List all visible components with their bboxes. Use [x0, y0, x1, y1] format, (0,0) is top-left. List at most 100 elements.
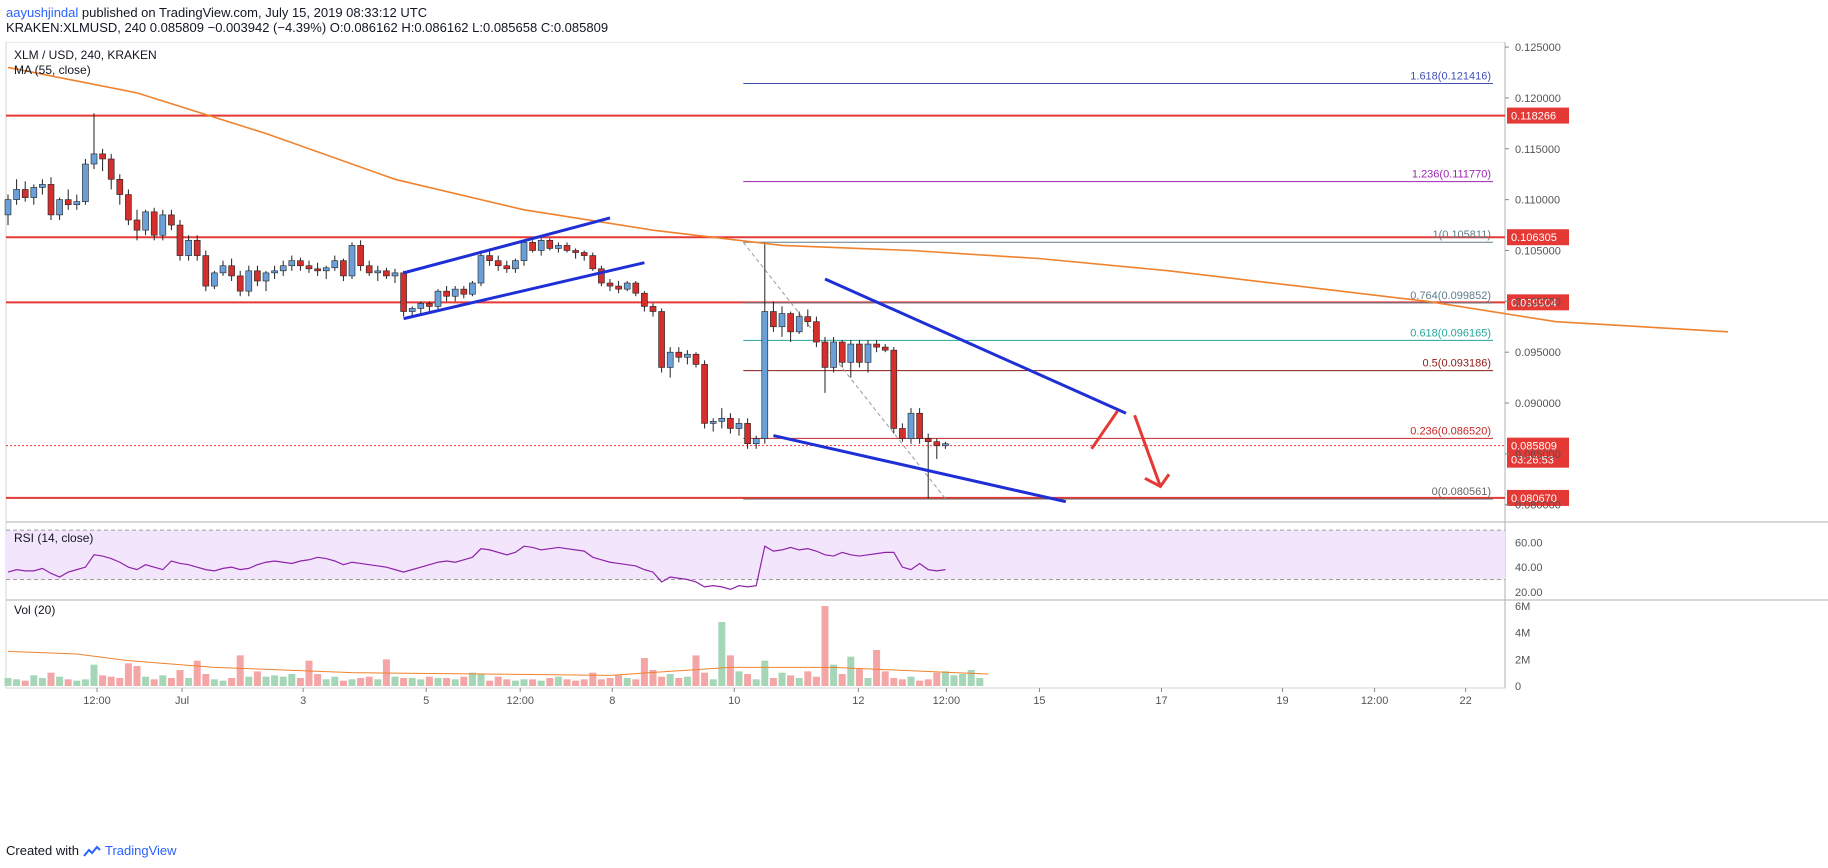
- volume-bar: [236, 655, 244, 686]
- candle-body: [684, 353, 691, 358]
- volume-bar: [855, 668, 863, 686]
- candle-body: [899, 428, 906, 439]
- candle-body: [735, 423, 743, 429]
- moving-average: [7, 66, 1729, 333]
- rsi-band: [6, 530, 1505, 580]
- time-tick-label: Jul: [175, 695, 189, 707]
- volume-bar: [933, 672, 941, 686]
- candle-body: [744, 423, 751, 445]
- volume-bar: [124, 663, 132, 686]
- candle-body: [417, 303, 425, 309]
- header-line: aayushjindal published on TradingView.co…: [6, 5, 608, 35]
- volume-bar: [873, 650, 881, 686]
- published-text: published on TradingView.com, July 15, 2…: [78, 5, 428, 20]
- tradingview-link[interactable]: TradingView: [104, 843, 177, 858]
- candles: [4, 113, 949, 499]
- volume-bar: [348, 679, 356, 686]
- ma-line: [7, 66, 1729, 333]
- candle-body: [176, 224, 184, 256]
- volume-bar: [228, 678, 236, 686]
- volume-bar: [331, 676, 339, 686]
- candle-body: [47, 184, 55, 216]
- volume-bar: [116, 678, 124, 686]
- volume-bar: [296, 678, 304, 686]
- candle-body: [856, 343, 863, 363]
- candle-body: [365, 265, 373, 274]
- time-tick-label: 22: [1459, 695, 1471, 707]
- candle-body: [340, 260, 347, 277]
- volume-bar: [314, 674, 322, 686]
- candle-body: [383, 270, 390, 277]
- volume-bar: [795, 678, 803, 686]
- volume-bar: [262, 676, 270, 686]
- footer: Created with TradingView: [6, 843, 177, 858]
- volume-bar: [503, 679, 511, 686]
- candle-body: [873, 343, 880, 348]
- candle-body: [297, 260, 304, 267]
- rsi-pane: 60.00 40.00 20.00: [6, 529, 1543, 599]
- candle-body: [400, 272, 407, 312]
- candle-body: [73, 201, 81, 206]
- candle-body: [838, 341, 846, 363]
- volume-bar: [761, 660, 769, 686]
- volume-bar: [90, 664, 98, 686]
- volume-tick-label: 2M: [1515, 654, 1530, 666]
- volume-bar: [468, 672, 476, 686]
- candle-body: [761, 311, 769, 439]
- volume-bar: [425, 676, 433, 686]
- level-tag: [1507, 107, 1569, 124]
- candle-body: [322, 267, 330, 272]
- rsi-legend: RSI (14, close): [14, 531, 93, 545]
- falling-channel-lower: [773, 434, 1067, 504]
- candle-body: [142, 211, 149, 231]
- volume-tick-label: 0: [1515, 681, 1521, 693]
- candle-body: [90, 153, 98, 165]
- volume-bar: [339, 680, 347, 686]
- candle-body: [821, 341, 829, 368]
- volume-bar: [150, 679, 158, 686]
- candle-body: [82, 163, 89, 202]
- volume-bar: [580, 679, 588, 686]
- time-tick-label: 12:00: [506, 695, 534, 707]
- volume-bar: [615, 675, 623, 686]
- volume-bar: [417, 679, 425, 686]
- candle-body: [13, 189, 20, 200]
- candle-body: [219, 265, 227, 274]
- volume-bar: [4, 678, 12, 686]
- candle-body: [477, 255, 485, 284]
- price-tick-label: 0.080000: [1515, 500, 1561, 512]
- volume-bar: [30, 675, 38, 686]
- volume-bar: [279, 676, 287, 686]
- candle-body: [658, 311, 665, 368]
- volume-bar: [210, 679, 218, 686]
- vol-legend: Vol (20): [14, 603, 55, 617]
- trendlines: [403, 216, 1171, 504]
- candle-body: [890, 349, 898, 429]
- volume-bar: [907, 676, 915, 686]
- volume-bar: [623, 678, 631, 686]
- volume-bar: [511, 680, 519, 686]
- author-link[interactable]: aayushjindal: [6, 5, 79, 20]
- candle-body: [563, 245, 571, 251]
- volume-bar: [890, 678, 898, 686]
- volume-bar: [56, 676, 64, 686]
- time-tick-label: 19: [1276, 695, 1288, 707]
- volume-bar: [864, 678, 872, 686]
- volume-bar: [391, 676, 399, 686]
- candle-body: [374, 270, 382, 274]
- volume-bar: [73, 680, 81, 686]
- volume-bar: [13, 679, 21, 686]
- volume-bar: [959, 674, 967, 686]
- level-tag-label: 0.118266: [1511, 111, 1556, 123]
- candle-body: [133, 219, 141, 231]
- chart-area[interactable]: 0.118266 0.106305 0.099904 0.080670 0.085809…: [0, 42, 1828, 840]
- volume-bar: [597, 679, 605, 686]
- time-tick-label: 10: [728, 695, 740, 707]
- volume-bar: [830, 664, 838, 686]
- fib-swing-line: [742, 242, 946, 499]
- price-tick-label: 0.115000: [1515, 144, 1560, 156]
- candle-body: [778, 313, 786, 328]
- volume-bar: [529, 679, 537, 686]
- candle-body: [202, 255, 210, 287]
- volume-bar: [658, 676, 666, 686]
